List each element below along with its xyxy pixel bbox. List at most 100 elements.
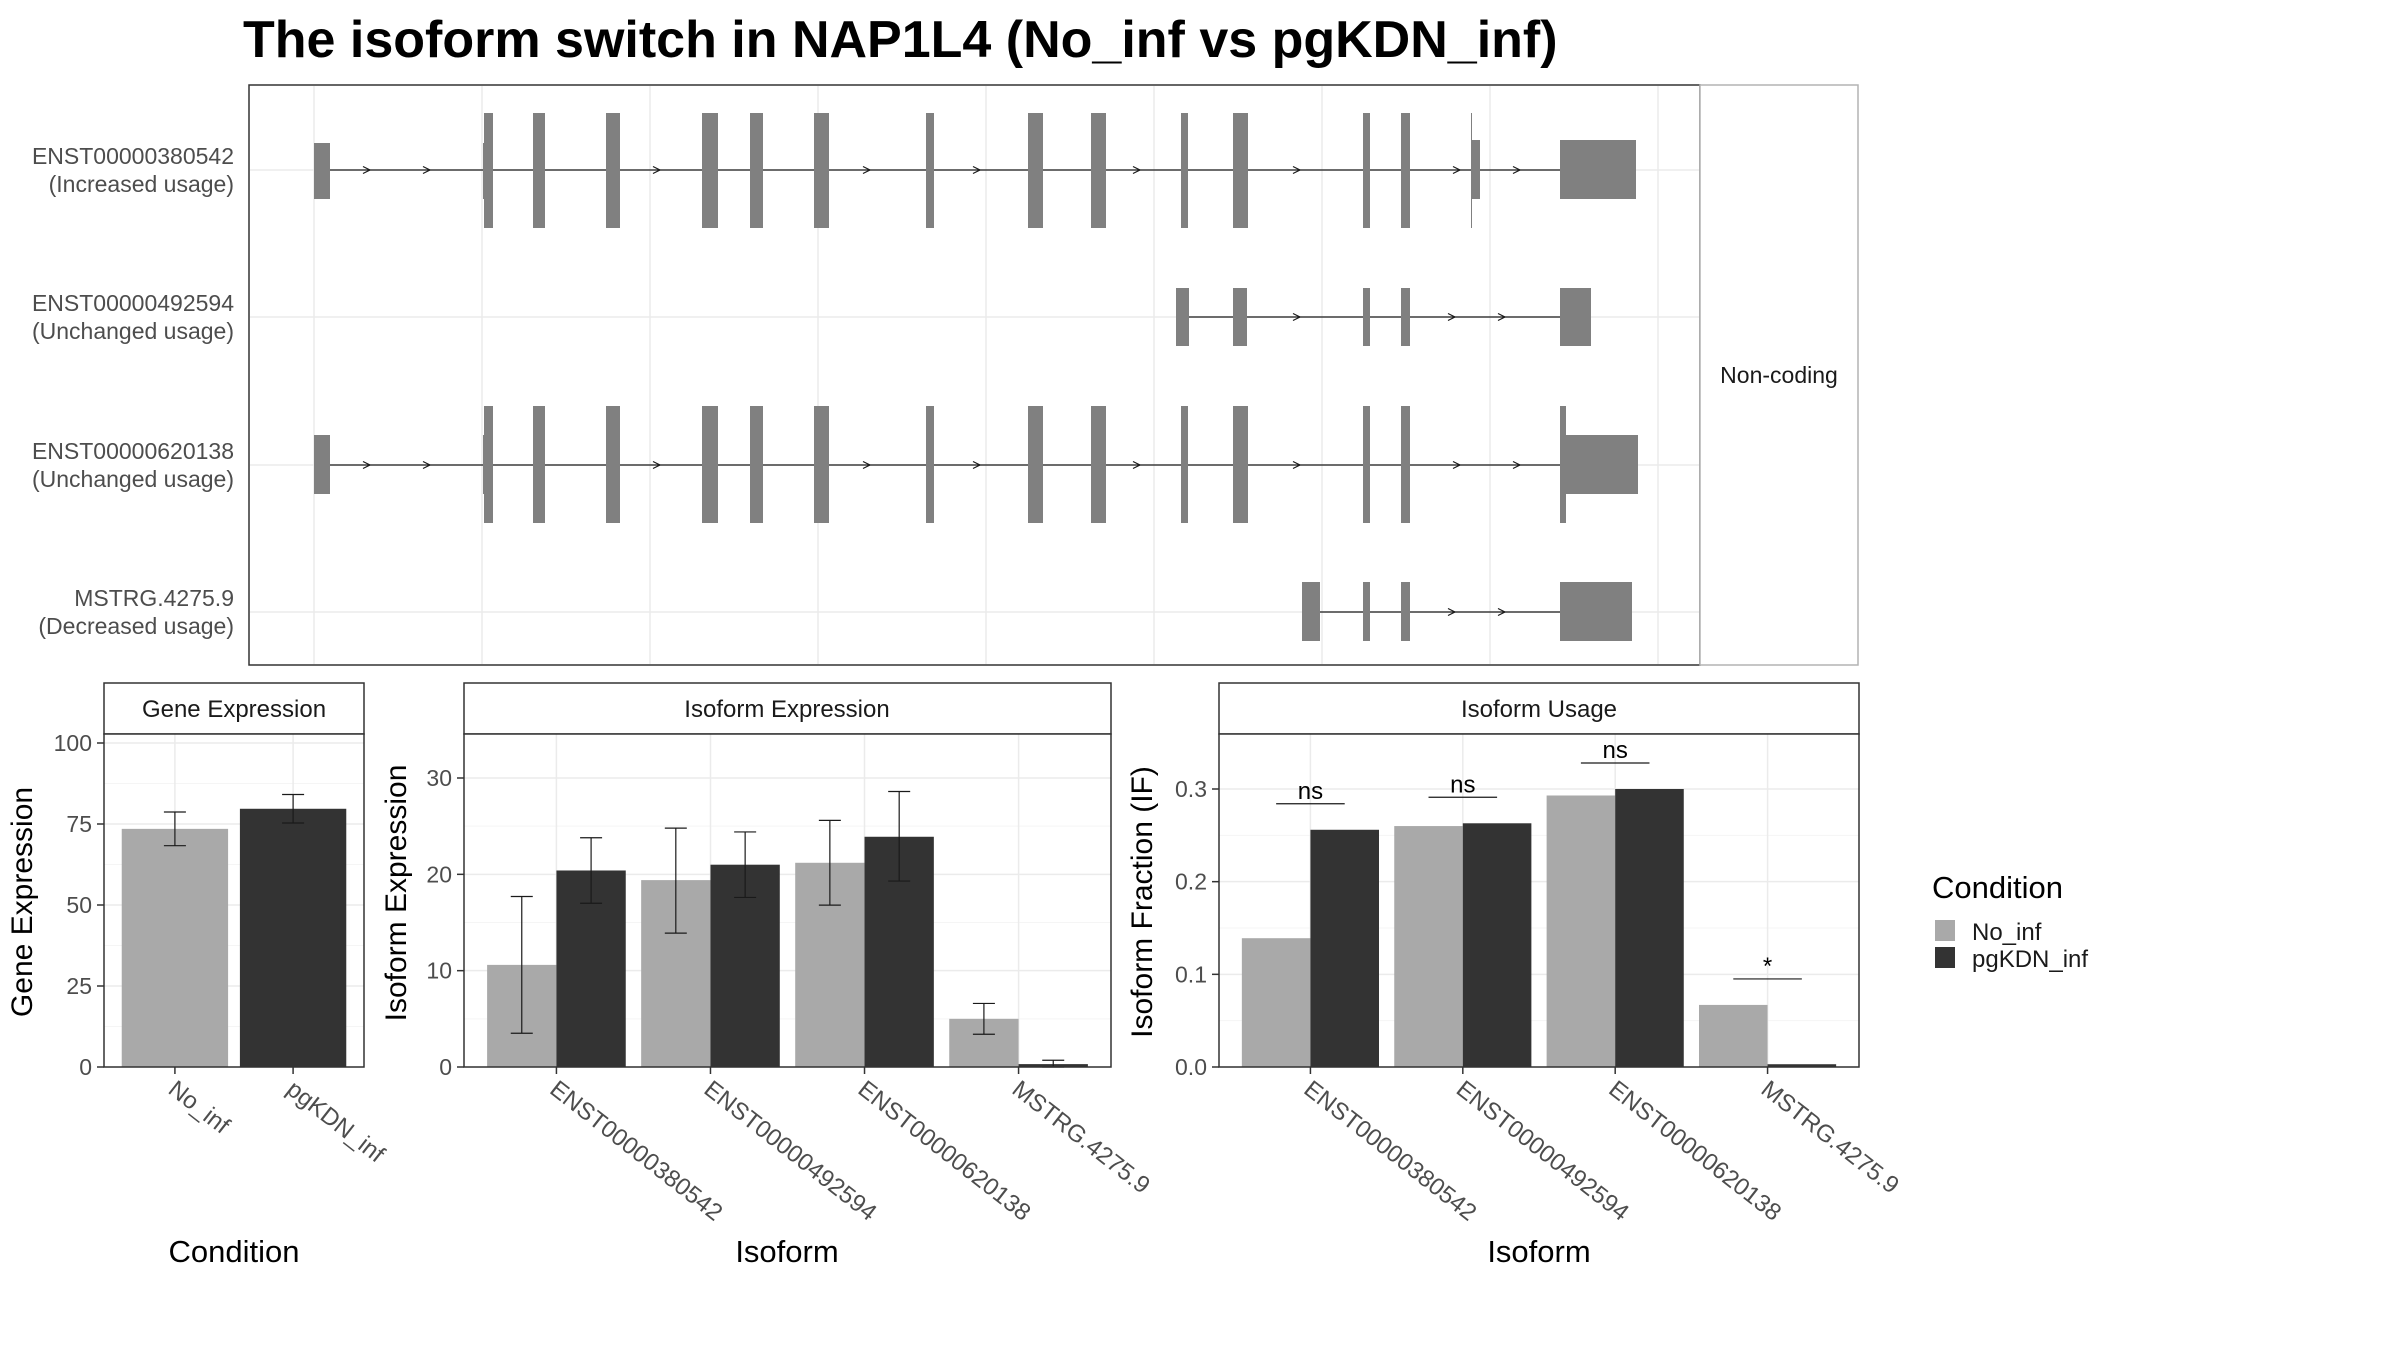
x-tick-label: MSTRG.4275.9	[1007, 1075, 1155, 1199]
x-tick-label: ENST00000380542	[545, 1075, 728, 1226]
exon	[606, 406, 620, 523]
utr-exon	[1560, 435, 1638, 494]
exon	[1233, 406, 1248, 523]
y-tick-label: 75	[66, 811, 92, 837]
gene-expression-panel: Gene Expression No_inf pgKDN_inf 0 25 50 75 10…	[6, 682, 390, 1269]
significance-label: ns	[1298, 778, 1323, 805]
x-tick-label: pgKDN_inf	[281, 1075, 389, 1168]
exon	[814, 113, 829, 228]
isoform-usage-label: (Increased usage)	[49, 171, 234, 197]
gene-expression-strip	[103, 682, 365, 735]
strand-arrow	[362, 165, 372, 175]
exon	[1302, 582, 1320, 641]
isoform-expression-strip	[463, 682, 1112, 735]
exon	[1091, 113, 1106, 228]
exon	[1401, 288, 1410, 346]
exon	[533, 113, 545, 228]
plot-border	[103, 733, 365, 1068]
exon	[702, 406, 718, 523]
strand-arrow	[1447, 607, 1457, 617]
isoform-id-label: ENST00000492594	[32, 290, 234, 316]
exon	[1181, 406, 1188, 523]
isoform-usage-label: (Unchanged usage)	[32, 466, 234, 492]
exon	[702, 113, 718, 228]
exon	[1028, 113, 1043, 228]
structure-facet-strip	[1699, 84, 1859, 666]
y-tick-label: 0	[79, 1054, 92, 1080]
strand-arrow	[862, 460, 872, 470]
exon	[1181, 113, 1188, 228]
bar	[239, 808, 347, 1067]
y-tick-label: 0	[439, 1054, 452, 1080]
y-tick-label: 100	[54, 730, 92, 756]
bar	[1546, 795, 1616, 1067]
exon	[1363, 113, 1370, 228]
exon	[1363, 582, 1370, 641]
legend-title: Condition	[1932, 870, 2063, 905]
legend-label-no-inf: No_inf	[1972, 919, 2042, 946]
isoform-usage-x-title: Isoform	[1487, 1234, 1590, 1269]
strand-arrow	[1292, 312, 1302, 322]
strand-arrow	[422, 165, 432, 175]
utr-exon	[483, 435, 492, 494]
isoform-usage-panel: Isoform Usage ENST00000380542ENST0000049…	[1126, 682, 1904, 1269]
gene-expression-y-title: Gene Expression	[6, 787, 39, 1017]
strand-arrow	[1292, 165, 1302, 175]
structure-plot-area	[248, 84, 1701, 666]
isoform-id-label: MSTRG.4275.9	[74, 585, 234, 611]
bar	[1767, 1064, 1837, 1067]
y-tick-label: 0.2	[1175, 869, 1207, 895]
y-tick-label: 0.1	[1175, 961, 1207, 987]
y-tick-label: 0.3	[1175, 776, 1207, 802]
bar	[1615, 789, 1684, 1067]
exon	[1028, 406, 1043, 523]
exon	[1401, 582, 1410, 641]
x-tick-label: MSTRG.4275.9	[1756, 1075, 1904, 1199]
utr-exon	[1560, 288, 1591, 346]
x-tick-label: No_inf	[163, 1075, 235, 1139]
strand-arrow	[1132, 165, 1142, 175]
significance-label: *	[1763, 953, 1772, 980]
isoform-expression-strip-title: Isoform Expression	[684, 696, 889, 723]
exon	[1233, 113, 1248, 228]
strand-arrow	[972, 460, 982, 470]
exon	[814, 406, 829, 523]
exon	[1176, 288, 1189, 346]
exon	[1233, 288, 1247, 346]
exon	[1363, 406, 1370, 523]
bar	[1310, 829, 1379, 1067]
strand-arrow	[862, 165, 872, 175]
isoform-expression-y-title: Isoform Expression	[380, 765, 413, 1022]
exon	[533, 406, 545, 523]
y-tick-label: 50	[66, 892, 92, 918]
y-tick-label: 0.0	[1175, 1054, 1207, 1080]
strand-arrow	[1497, 607, 1507, 617]
strand-arrow	[1512, 165, 1522, 175]
y-tick-label: 30	[426, 765, 452, 791]
legend-swatch-pgkdn-inf	[1935, 947, 1955, 968]
strand-arrow	[1512, 460, 1522, 470]
bar	[710, 864, 780, 1067]
bar	[1462, 823, 1532, 1067]
exon	[926, 113, 934, 228]
legend-label-pgkdn-inf: pgKDN_inf	[1972, 946, 2088, 973]
gene-expression-strip-title: Gene Expression	[142, 696, 326, 723]
figure-title: The isoform switch in NAP1L4 (No_inf vs …	[243, 11, 1558, 69]
utr-exon	[1560, 140, 1636, 199]
plot-border	[1218, 733, 1860, 1068]
strand-arrow	[1292, 460, 1302, 470]
exon	[926, 406, 934, 523]
utr-exon	[314, 143, 330, 199]
y-tick-label: 20	[426, 861, 452, 887]
exon	[606, 113, 620, 228]
strand-arrow	[362, 460, 372, 470]
isoform-expression-panel: Isoform Expression ENST00000380542ENST00…	[380, 682, 1155, 1269]
y-tick-label: 25	[66, 973, 92, 999]
exon	[750, 113, 763, 228]
plot-border	[463, 733, 1112, 1068]
legend: Condition No_inf pgKDN_inf	[1932, 870, 2088, 973]
isoform-id-label: ENST00000620138	[32, 438, 234, 464]
transcript-structure-panel: Non-coding ENST00000380542(Increased usa…	[32, 84, 1859, 666]
utr-exon	[314, 435, 330, 494]
